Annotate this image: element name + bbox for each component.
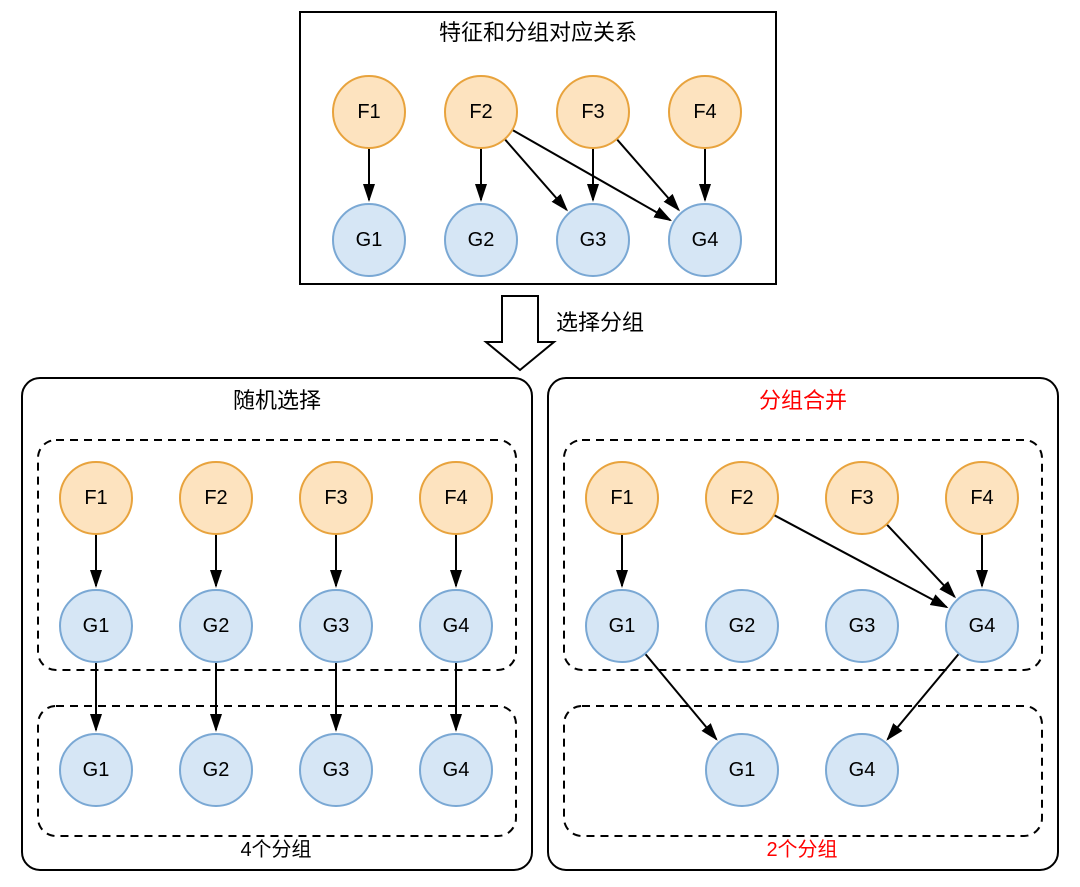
left-panel-group-upper-G1-label: G1: [83, 615, 110, 637]
left-panel-group-lower-G2: G2: [180, 734, 252, 806]
right-panel-gg-edge-0: [645, 654, 716, 740]
right-panel-group-upper-G1-label: G1: [609, 615, 636, 637]
top-edge-2: [505, 139, 567, 210]
top-feature-F2: F2: [445, 76, 517, 148]
left-panel-feature-F3: F3: [300, 462, 372, 534]
top-group-G4: G4: [669, 204, 741, 276]
left-panel-feature-F1: F1: [60, 462, 132, 534]
top-feature-F3-label: F3: [581, 101, 604, 123]
right-panel-feature-F3-label: F3: [850, 487, 873, 509]
left-panel-group-lower-G1-label: G1: [83, 759, 110, 781]
left-panel-feature-F3-label: F3: [324, 487, 347, 509]
top-panel-title: 特征和分组对应关系: [439, 20, 637, 45]
right-panel-feature-F1: F1: [586, 462, 658, 534]
top-group-G1-label: G1: [356, 229, 383, 251]
right-panel-feature-F2: F2: [706, 462, 778, 534]
left-panel-feature-F4: F4: [420, 462, 492, 534]
left-panel-feature-F4-label: F4: [444, 487, 467, 509]
left-panel-group-upper-G4-label: G4: [443, 615, 470, 637]
left-panel-title: 随机选择: [233, 388, 321, 413]
left-panel-group-upper-G1: G1: [60, 590, 132, 662]
right-panel-group-lower-G1-label: G1: [729, 759, 756, 781]
left-panel-group-upper-G2-label: G2: [203, 615, 230, 637]
right-panel-dashed-lower: [564, 706, 1042, 836]
top-feature-F1-label: F1: [357, 101, 380, 123]
left-panel-group-lower-G4-label: G4: [443, 759, 470, 781]
right-panel-group-upper-G3-label: G3: [849, 615, 876, 637]
top-feature-F4: F4: [669, 76, 741, 148]
top-feature-F2-label: F2: [469, 101, 492, 123]
top-edge-5: [617, 139, 679, 210]
top-group-G2: G2: [445, 204, 517, 276]
diagram-canvas: 特征和分组对应关系 F1 F2 F3 F4 G1 G2 G3 G4 选择分组随机选择 F1 F2 F3 F…: [0, 0, 1080, 887]
right-panel-group-lower-G4: G4: [826, 734, 898, 806]
top-group-G1: G1: [333, 204, 405, 276]
left-panel-group-lower-G3: G3: [300, 734, 372, 806]
right-panel-feature-F3: F3: [826, 462, 898, 534]
flow-arrow-icon: [486, 296, 554, 370]
right-panel-feature-F2-label: F2: [730, 487, 753, 509]
top-group-G3-label: G3: [580, 229, 607, 251]
top-group-G3: G3: [557, 204, 629, 276]
left-panel-group-lower-G4: G4: [420, 734, 492, 806]
left-panel-group-lower-G2-label: G2: [203, 759, 230, 781]
top-feature-F3: F3: [557, 76, 629, 148]
right-panel-group-upper-G1: G1: [586, 590, 658, 662]
right-panel-feature-F1-label: F1: [610, 487, 633, 509]
right-panel-feature-F4-label: F4: [970, 487, 993, 509]
flow-arrow-label: 选择分组: [556, 310, 644, 335]
right-panel-group-upper-G2: G2: [706, 590, 778, 662]
left-panel-group-upper-G3: G3: [300, 590, 372, 662]
right-panel-group-upper-G2-label: G2: [729, 615, 756, 637]
right-panel-gg-edge-1: [888, 654, 959, 740]
right-panel-caption: 2个分组: [766, 838, 837, 861]
right-panel-fg-edge-2: [887, 524, 955, 597]
right-panel-title: 分组合并: [759, 388, 847, 413]
left-panel-feature-F1-label: F1: [84, 487, 107, 509]
left-panel-group-upper-G4: G4: [420, 590, 492, 662]
left-panel-group-upper-G2: G2: [180, 590, 252, 662]
right-panel-group-upper-G4: G4: [946, 590, 1018, 662]
left-panel-feature-F2: F2: [180, 462, 252, 534]
left-panel-caption: 4个分组: [240, 838, 311, 861]
right-panel-group-upper-G4-label: G4: [969, 615, 996, 637]
right-panel-group-lower-G1: G1: [706, 734, 778, 806]
diagram-svg: 特征和分组对应关系 F1 F2 F3 F4 G1 G2 G3 G4 选择分组随机选择 F1 F2 F3 F…: [0, 0, 1080, 887]
left-panel-feature-F2-label: F2: [204, 487, 227, 509]
top-feature-F4-label: F4: [693, 101, 716, 123]
left-panel-group-lower-G3-label: G3: [323, 759, 350, 781]
top-group-G2-label: G2: [468, 229, 495, 251]
right-panel-feature-F4: F4: [946, 462, 1018, 534]
top-feature-F1: F1: [333, 76, 405, 148]
left-panel-group-upper-G3-label: G3: [323, 615, 350, 637]
top-group-G4-label: G4: [692, 229, 719, 251]
right-panel-group-lower-G4-label: G4: [849, 759, 876, 781]
left-panel-group-lower-G1: G1: [60, 734, 132, 806]
right-panel-group-upper-G3: G3: [826, 590, 898, 662]
